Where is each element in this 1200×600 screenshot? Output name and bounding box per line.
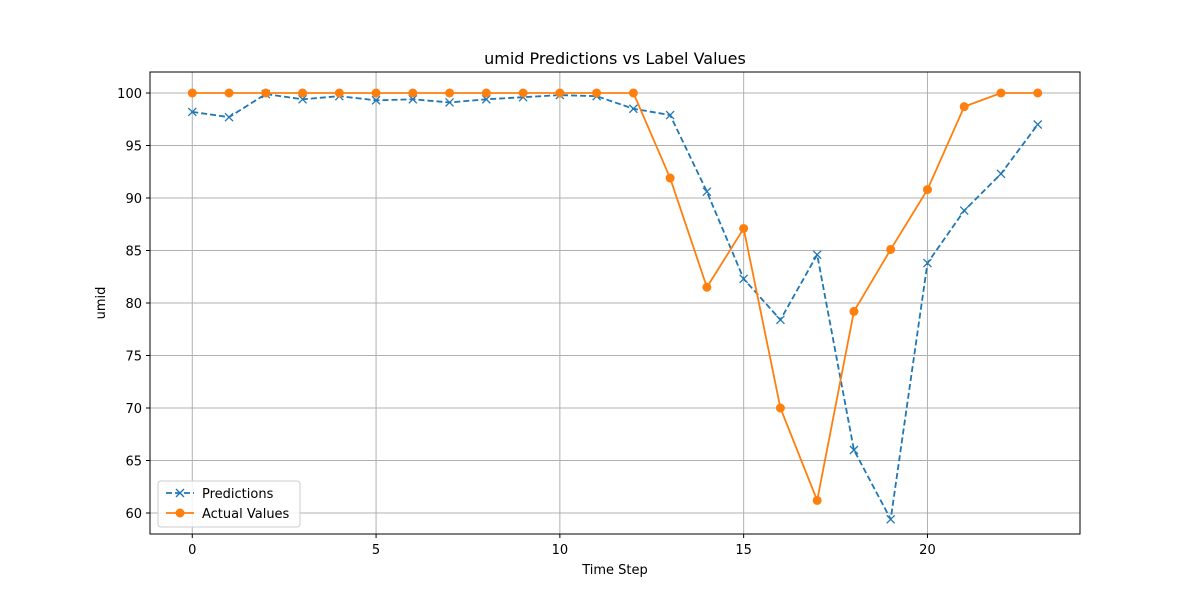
data-point-x-marker <box>445 97 455 107</box>
data-point-x-marker <box>849 445 859 455</box>
data-point-x-marker <box>886 514 896 524</box>
data-point-circle-marker <box>555 88 565 98</box>
marker-stroke <box>665 110 675 120</box>
data-point-x-marker <box>628 104 638 114</box>
series-line-2 <box>192 92 1038 502</box>
marker-stroke <box>408 94 418 104</box>
marker-stroke <box>775 315 785 325</box>
marker-stroke <box>996 169 1006 179</box>
chart-title: umid Predictions vs Label Values <box>484 49 746 68</box>
data-point-x-marker <box>1033 120 1043 129</box>
y-tick-label: 70 <box>125 402 142 417</box>
marker-stroke <box>702 187 712 197</box>
data-point-x-marker <box>371 95 381 105</box>
y-axis-label: umid <box>94 287 109 320</box>
data-point-circle-marker <box>261 88 271 98</box>
y-tick-label: 85 <box>125 245 142 260</box>
marker-stroke <box>628 104 638 114</box>
marker-stroke <box>1033 120 1043 129</box>
data-point-circle-marker <box>628 88 638 98</box>
data-point-x-marker <box>408 94 418 104</box>
marker-stroke <box>371 95 381 105</box>
data-point-circle-marker <box>922 185 932 195</box>
data-point-x-marker <box>775 315 785 325</box>
data-point-circle-marker <box>224 88 234 98</box>
data-point-circle-marker <box>739 223 749 233</box>
marker-stroke <box>481 94 491 104</box>
marker-stroke <box>187 107 197 117</box>
x-tick-label: 10 <box>552 543 569 558</box>
data-point-circle-marker <box>886 244 896 254</box>
data-point-circle-marker <box>959 102 969 112</box>
x-tick-label: 5 <box>372 543 380 558</box>
data-point-x-marker <box>996 169 1006 179</box>
data-point-circle-marker <box>187 88 197 98</box>
data-point-circle-marker <box>408 88 418 98</box>
marker-stroke <box>739 274 749 284</box>
data-point-x-marker <box>702 187 712 197</box>
axis-ticks: 0 5 10 15 20 60 65 70 75 80 85 90 95 100 <box>117 87 936 558</box>
y-tick-label: 60 <box>125 507 142 522</box>
data-point-circle-marker <box>334 88 344 98</box>
data-point-x-marker <box>224 112 234 122</box>
data-point-x-marker <box>812 250 822 260</box>
x-tick-label: 0 <box>188 543 196 558</box>
legend-label: Actual Values <box>202 507 290 522</box>
data-point-circle-marker <box>298 88 308 98</box>
legend: Predictions Actual Values <box>157 480 301 528</box>
data-point-x-marker <box>481 94 491 104</box>
x-tick-label: 15 <box>735 543 752 558</box>
marker-stroke <box>445 97 455 107</box>
legend-swatch-marker <box>175 488 185 498</box>
data-point-circle-marker <box>775 403 785 413</box>
data-point-x-marker <box>298 94 308 104</box>
marker-stroke <box>298 94 308 104</box>
data-point-x-marker <box>922 258 932 268</box>
y-tick-label: 75 <box>125 350 142 365</box>
y-tick-label: 95 <box>125 140 142 155</box>
x-tick-label: 20 <box>919 543 936 558</box>
data-point-circle-marker <box>849 306 859 316</box>
data-point-circle-marker <box>702 282 712 292</box>
data-point-circle-marker <box>1033 88 1043 98</box>
marker-stroke <box>886 514 896 524</box>
data-point-x-marker <box>187 107 197 117</box>
x-axis-label: Time Step <box>581 563 648 578</box>
data-point-circle-marker <box>665 173 675 183</box>
data-point-circle-marker <box>445 88 455 98</box>
data-point-circle-marker <box>371 88 381 98</box>
series-line-1 <box>192 93 1039 521</box>
data-point-x-marker <box>665 110 675 120</box>
y-tick-label: 65 <box>125 455 142 470</box>
data-point-circle-marker <box>812 495 822 505</box>
y-tick-label: 80 <box>125 297 142 312</box>
data-point-circle-marker <box>518 88 528 98</box>
marker-stroke <box>849 445 859 455</box>
grid <box>150 72 1080 534</box>
data-point-circle-marker <box>592 88 602 98</box>
data-point-x-marker <box>959 206 969 216</box>
marker-stroke <box>224 112 234 122</box>
series-layer <box>187 88 1043 524</box>
data-point-circle-marker <box>996 88 1006 98</box>
legend-swatch-marker <box>175 508 185 518</box>
y-tick-label: 90 <box>125 192 142 207</box>
marker-stroke <box>812 250 822 260</box>
y-tick-label: 100 <box>117 87 142 102</box>
data-point-x-marker <box>739 274 749 284</box>
data-point-circle-marker <box>481 88 491 98</box>
legend-label: Predictions <box>202 487 274 502</box>
marker-stroke <box>959 206 969 216</box>
marker-stroke <box>922 258 932 268</box>
